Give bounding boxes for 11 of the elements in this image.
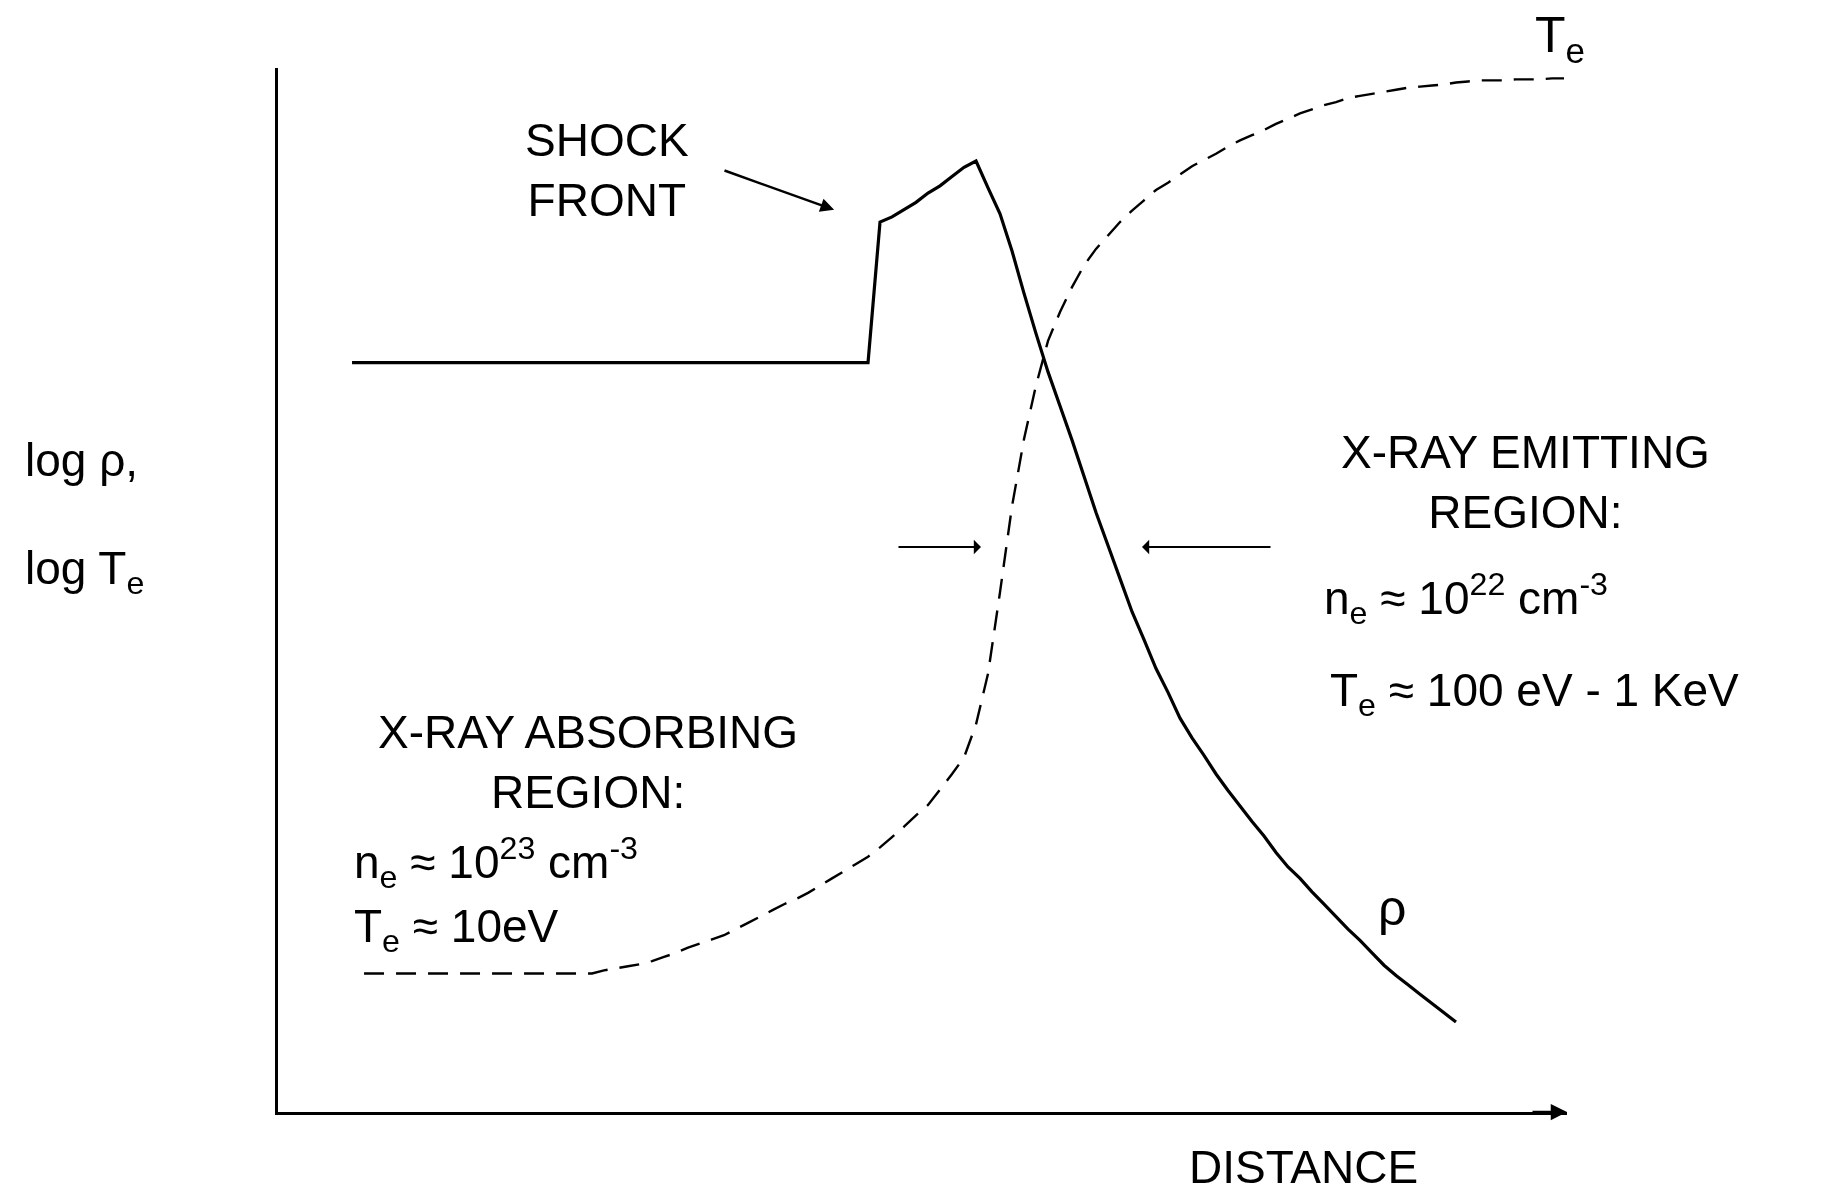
annotation: n$_{e}$ ≈ 10$^{22}$ cm$^{-3}$ bbox=[1324, 566, 1609, 631]
series-label: ρ bbox=[1378, 880, 1407, 936]
annotation: X-RAY ABSORBING REGION: bbox=[378, 706, 799, 818]
annotation: n$_{e}$ ≈ 10$^{23}$ cm$^{-3}$ bbox=[354, 830, 639, 895]
annotation: X-RAY EMITTING REGION: bbox=[1341, 426, 1710, 538]
x-axis-title: DISTANCE bbox=[1189, 1141, 1419, 1192]
annotation: SHOCK FRONT bbox=[525, 114, 689, 226]
annotation: T$_{e}$ ≈ 100 eV - 1 KeV bbox=[1330, 664, 1740, 723]
annotation: T$_{e}$ ≈ 10eV bbox=[354, 900, 559, 959]
series-label: T$_{e}$ bbox=[1535, 7, 1586, 70]
text: log ρ, log T$_{e}$ bbox=[25, 434, 145, 601]
